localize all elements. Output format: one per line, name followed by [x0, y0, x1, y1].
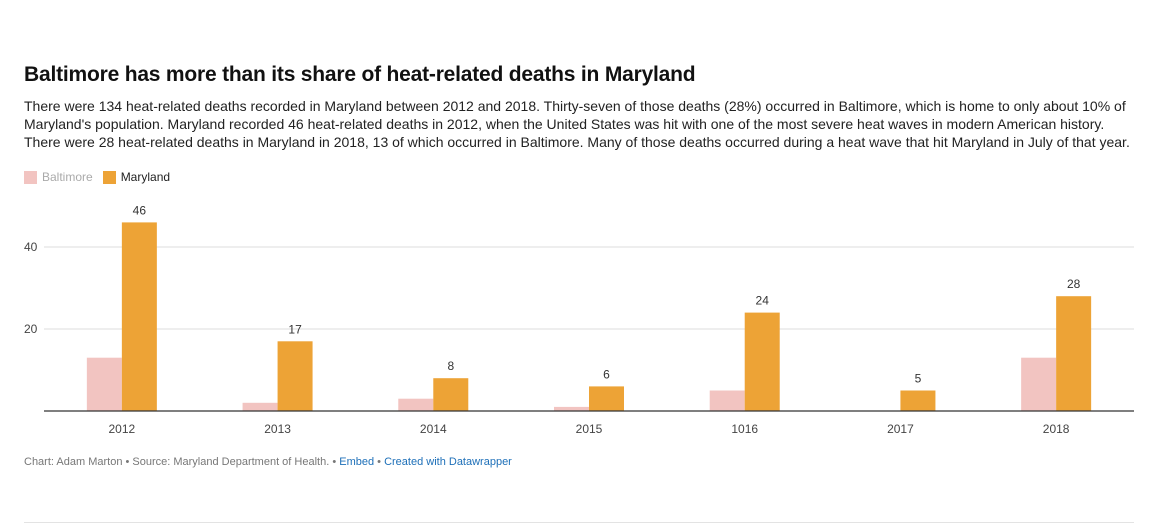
x-tick-label: 2012 — [109, 422, 136, 436]
bar-baltimore — [398, 398, 434, 411]
data-label: 17 — [288, 322, 302, 336]
x-tick-label: 2013 — [264, 422, 291, 436]
x-tick-label: 2017 — [887, 422, 914, 436]
bar-maryland — [1056, 296, 1092, 411]
x-tick-label: 2014 — [420, 422, 447, 436]
x-tick-label: 1016 — [731, 422, 758, 436]
x-tick-label: 2018 — [1043, 422, 1070, 436]
chart-footer: Chart: Adam Marton • Source: Maryland De… — [24, 456, 512, 468]
legend: Baltimore Maryland — [24, 170, 180, 184]
legend-swatch-baltimore — [24, 170, 37, 184]
bar-baltimore — [86, 357, 122, 411]
data-label: 46 — [133, 203, 147, 217]
y-tick-label: 20 — [24, 322, 38, 336]
bar-baltimore — [1021, 357, 1057, 411]
bar-maryland — [744, 312, 780, 411]
data-label: 8 — [447, 359, 454, 373]
y-tick-label: 40 — [24, 240, 38, 254]
bar-maryland — [277, 341, 313, 411]
bar-maryland — [900, 390, 936, 411]
divider — [24, 522, 1134, 523]
chart-title: Baltimore has more than its share of hea… — [24, 63, 696, 86]
bar-baltimore — [242, 402, 278, 411]
footer-separator: • — [374, 456, 385, 468]
chart-description: There were 134 heat-related deaths recor… — [24, 98, 1130, 150]
data-label: 24 — [756, 294, 770, 308]
bar-maryland — [589, 386, 624, 411]
bar-baltimore — [554, 406, 589, 411]
x-tick-label: 2015 — [576, 422, 603, 436]
bar-baltimore — [709, 390, 745, 411]
bar-chart: 20 40 46 2012 17 2013 8 2014 6 2015 24 1016 5 2017 28 2… — [24, 203, 1134, 436]
bar-maryland — [121, 222, 157, 411]
data-label: 5 — [915, 372, 922, 386]
legend-label-maryland: Maryland — [120, 170, 171, 184]
legend-swatch-maryland — [102, 170, 116, 184]
datawrapper-link[interactable]: Created with Datawrapper — [384, 456, 512, 468]
data-label: 28 — [1067, 277, 1081, 291]
bar-maryland — [433, 378, 469, 411]
embed-link[interactable]: Embed — [339, 456, 375, 468]
data-label: 6 — [603, 367, 610, 381]
footer-credit: Chart: Adam Marton • Source: Maryland De… — [24, 456, 340, 468]
legend-item-maryland: Maryland — [102, 170, 171, 184]
legend-item-baltimore: Baltimore — [24, 170, 93, 184]
legend-label-baltimore: Baltimore — [42, 170, 93, 184]
